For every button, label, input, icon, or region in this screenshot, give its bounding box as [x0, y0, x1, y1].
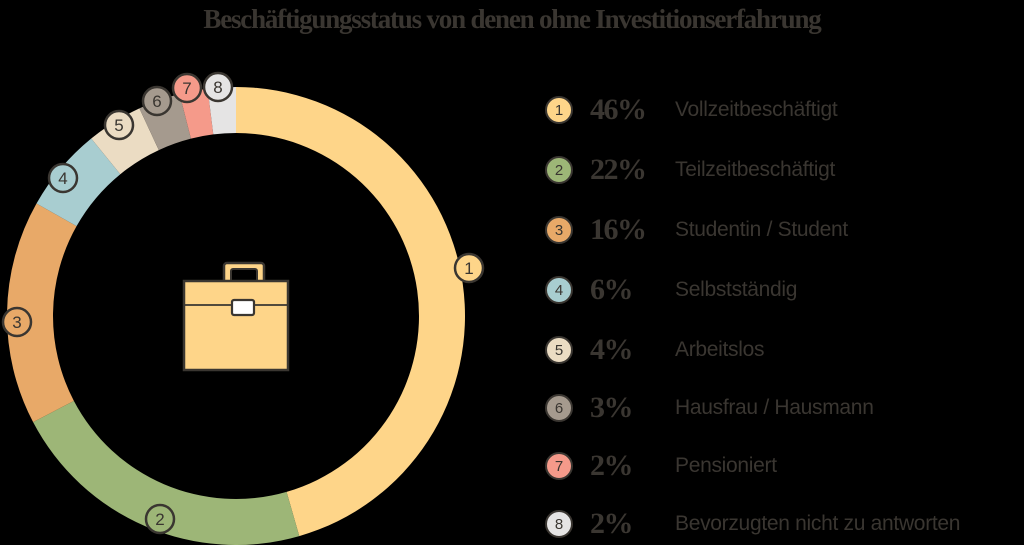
- legend-badge: 8: [545, 510, 573, 538]
- legend-item: 6 3% Hausfrau / Hausmann: [545, 388, 874, 428]
- legend-label: Selbstständig: [675, 278, 798, 301]
- legend-percent: 46%: [590, 93, 647, 126]
- legend-item: 3 16% Studentin / Student: [545, 210, 848, 250]
- segment-badge: 6: [141, 85, 173, 117]
- donut-badges: 1 2 3 4 5 6 7 8: [1, 71, 485, 535]
- legend-percent: 3%: [590, 391, 634, 424]
- svg-text:6: 6: [152, 92, 161, 111]
- legend-badge: 1: [545, 96, 573, 124]
- legend-badge: 6: [545, 394, 573, 422]
- donut-chart: 1 2 3 4 5 6 7 8: [1, 71, 485, 545]
- legend-badge: 7: [545, 452, 573, 480]
- donut-segment: [33, 400, 300, 545]
- legend-item: 2 22% Teilzeitbeschäftigt: [545, 150, 835, 190]
- legend-percent: 4%: [590, 333, 634, 366]
- svg-text:5: 5: [114, 116, 123, 135]
- donut-segment: [7, 203, 77, 423]
- svg-text:1: 1: [464, 259, 473, 278]
- legend-percent: 6%: [590, 273, 634, 306]
- legend-label: Pensioniert: [675, 454, 777, 477]
- legend-label: Arbeitslos: [675, 338, 765, 361]
- legend-percent: 22%: [590, 153, 647, 186]
- chart-title: Beschäftigungsstatus von denen ohne Inve…: [203, 4, 821, 34]
- donut-segment: [91, 108, 159, 175]
- svg-text:3: 3: [12, 313, 21, 332]
- legend-item: 5 4% Arbeitslos: [545, 330, 765, 370]
- legend-label: Studentin / Student: [675, 218, 848, 241]
- segment-badge: 1: [453, 252, 485, 284]
- legend-percent: 2%: [590, 449, 634, 482]
- legend-label: Bevorzugten nicht zu antworten: [675, 512, 961, 535]
- legend-item: 8 2% Bevorzugten nicht zu antworten: [545, 504, 960, 544]
- donut-segments: [7, 87, 465, 545]
- legend-badge: 5: [545, 336, 573, 364]
- legend-badge: 4: [545, 276, 573, 304]
- svg-text:2: 2: [155, 510, 164, 529]
- segment-badge: 7: [171, 72, 203, 104]
- segment-badge: 4: [47, 162, 79, 194]
- donut-segment: [36, 138, 121, 227]
- legend-label: Hausfrau / Hausmann: [675, 396, 874, 419]
- legend-label: Teilzeitbeschäftigt: [675, 158, 836, 181]
- legend-badge: 2: [545, 156, 573, 184]
- donut-segment: [236, 87, 465, 537]
- briefcase-icon: [182, 261, 290, 372]
- legend-item: 1 46% Vollzeitbeschäftigt: [545, 90, 838, 130]
- legend-badge: 3: [545, 216, 573, 244]
- svg-text:4: 4: [58, 169, 67, 188]
- legend-percent: 16%: [590, 213, 647, 246]
- svg-text:8: 8: [213, 78, 222, 97]
- segment-badge: 8: [202, 71, 234, 103]
- segment-badge: 2: [144, 503, 176, 535]
- legend-percent: 2%: [590, 507, 634, 540]
- svg-text:7: 7: [182, 79, 191, 98]
- segment-badge: 5: [103, 109, 135, 141]
- legend-item: 7 2% Pensioniert: [545, 446, 777, 486]
- legend-label: Vollzeitbeschäftigt: [675, 98, 838, 121]
- legend-item: 4 6% Selbstständig: [545, 270, 797, 310]
- segment-badge: 3: [1, 306, 33, 338]
